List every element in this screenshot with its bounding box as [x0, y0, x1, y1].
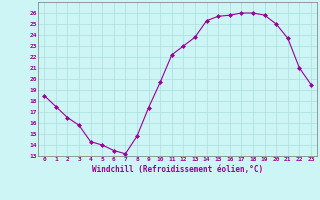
X-axis label: Windchill (Refroidissement éolien,°C): Windchill (Refroidissement éolien,°C) [92, 165, 263, 174]
